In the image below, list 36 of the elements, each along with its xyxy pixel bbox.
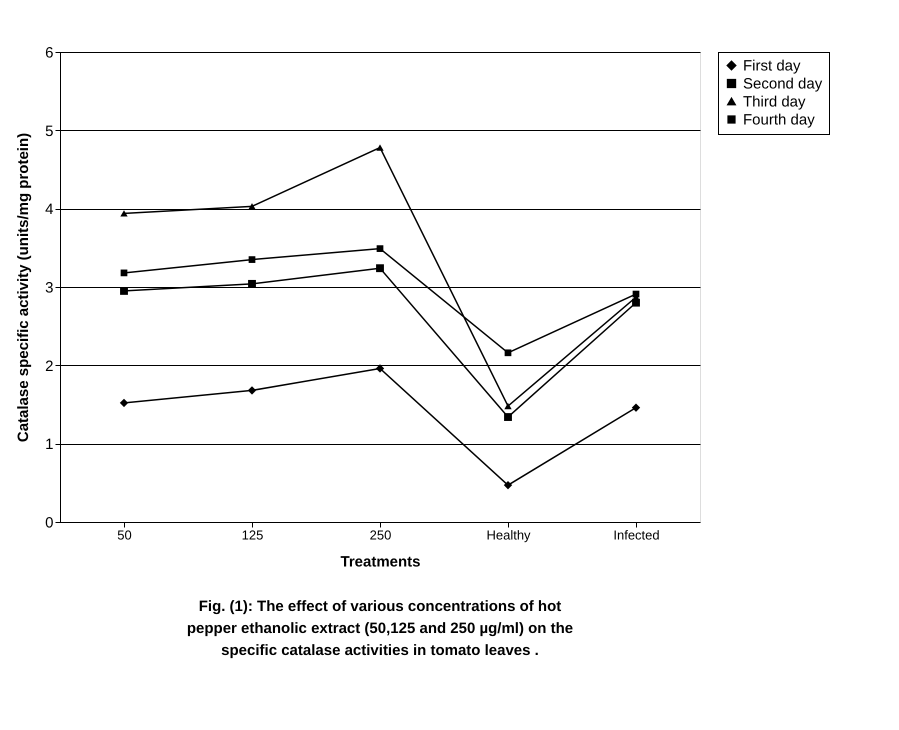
y-tick-label: 6 [45, 44, 54, 62]
y-tick-label: 5 [45, 122, 54, 140]
y-tick-label: 1 [45, 436, 54, 454]
point [120, 270, 128, 276]
y-tick-label: 2 [45, 358, 54, 375]
text: Fig. (1): The effect of various concentrations of hot pepper ethanolic extract (50,125 and 250 µg/ml) on the specific catalase activities in tomato leaves . [186, 598, 574, 659]
point [376, 245, 384, 252]
point [120, 210, 128, 217]
point [504, 349, 512, 356]
point [376, 364, 384, 373]
point [248, 256, 256, 263]
point [376, 144, 384, 151]
y-tick-label: 4 [45, 201, 54, 218]
point [632, 290, 640, 298]
legend-label: Third day [743, 94, 806, 110]
legend-label: Fourth day [743, 112, 816, 128]
point [632, 403, 640, 412]
point [248, 386, 256, 395]
point [248, 203, 256, 210]
y-axis-title: Catalase specific activity (units/mg protein) [15, 132, 32, 442]
point [376, 264, 384, 272]
point [120, 398, 128, 408]
point [504, 481, 512, 490]
x-tick-label: Healthy [486, 528, 532, 542]
x-axis-title: Treatments [340, 554, 421, 570]
point [504, 413, 512, 421]
legend-label: First day [743, 58, 802, 74]
legend-label: Second day [743, 76, 823, 92]
point [504, 402, 512, 410]
y-tick-label: 3 [45, 280, 54, 296]
y-tick-label: 0 [45, 514, 54, 532]
point [248, 280, 256, 288]
x-tick-label: Infected [613, 528, 660, 542]
x-tick-label: 50 [117, 528, 132, 542]
x-tick-label: 125 [242, 528, 264, 542]
x-tick-label: 250 [370, 528, 392, 542]
